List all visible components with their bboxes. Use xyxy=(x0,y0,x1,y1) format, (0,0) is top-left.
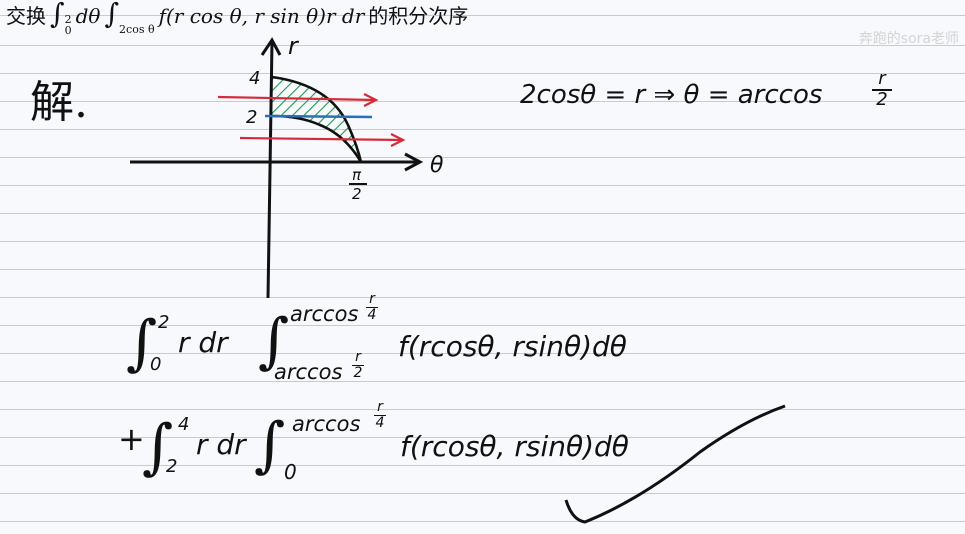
answer1-lower: 0 xyxy=(150,354,162,375)
red-arrow-lower xyxy=(239,136,403,142)
title-integral-sign-2: ∫ xyxy=(104,0,120,30)
answer2-inner-lower: 0 xyxy=(284,460,297,484)
answer2-inner-int: ∫ xyxy=(254,410,286,480)
watermark: 奔跑的sora老师 xyxy=(858,31,959,47)
answer1-upper-frac-num: r xyxy=(369,291,375,307)
answer1-inner-int: ∫ xyxy=(258,306,290,376)
relation-fraction: r 2 xyxy=(872,68,892,110)
title-prefix: 交换 xyxy=(6,4,46,28)
title-outer-diff: dθ xyxy=(75,4,101,28)
answer1-integrand: f(rcosθ, rsinθ)dθ xyxy=(398,330,627,363)
title-outer-lower: 0 xyxy=(64,24,72,37)
answer1-inner-upper-frac: r 4 xyxy=(366,292,378,322)
answer2-upper: 4 xyxy=(178,414,190,435)
title-outer-upper: 2 xyxy=(64,13,72,26)
answer2-plus: + xyxy=(118,420,145,458)
title-integrand: f(r cos θ, r sin θ)r dr xyxy=(158,4,365,28)
answer2-lower: 2 xyxy=(166,456,178,477)
answer1-upper-frac-bar xyxy=(366,306,378,308)
r-axis-arrow xyxy=(260,37,282,56)
red-arrow-upper-head xyxy=(363,93,379,107)
answer2-integrand: f(rcosθ, rsinθ)dθ xyxy=(400,430,629,463)
answer1-upper: 2 xyxy=(158,312,170,333)
outer-boundary-curve xyxy=(271,75,363,163)
answer2-outer-int: ∫ xyxy=(142,412,174,482)
title-inner-lower: 2cos θ xyxy=(119,23,155,36)
solution-label: 解. xyxy=(30,77,88,128)
answer1-inner-upper: arccos xyxy=(290,302,359,326)
answer1-lower-frac-num: r xyxy=(355,349,361,365)
relation-text: 2cosθ = r ⇒ θ = arccos xyxy=(520,80,823,110)
answer2-upper-frac-den: 4 xyxy=(375,414,385,431)
answer1-outer-int: ∫ xyxy=(126,308,158,378)
answer2-upper-frac-bar xyxy=(374,414,386,416)
r-axis xyxy=(266,41,274,299)
answer1-lower-frac-bar xyxy=(352,364,364,366)
blue-line-r2 xyxy=(264,114,373,119)
red-arrow-upper xyxy=(217,95,376,102)
red-arrow-lower-head xyxy=(390,133,406,147)
answer1-rdr: r dr xyxy=(178,326,228,359)
relation-frac-bar xyxy=(872,88,892,91)
answer1-inner-lower-frac: r 2 xyxy=(352,350,364,380)
answer1-lower-frac-den: 2 xyxy=(353,364,363,381)
relation-frac-den: 2 xyxy=(876,88,888,110)
tick-label-4: 4 xyxy=(249,68,260,89)
tick-label-2: 2 xyxy=(246,107,257,128)
answer2-inner-upper-frac: r 4 xyxy=(374,400,386,430)
answer2-inner-upper: arccos xyxy=(292,412,361,436)
theta-axis-arrow xyxy=(404,152,424,172)
answer1-upper-frac-den: 4 xyxy=(367,306,377,323)
title-integral-sign: ∫ xyxy=(50,0,65,30)
answer1-inner-lower: arccos xyxy=(274,360,343,384)
title-suffix: 的积分次序 xyxy=(368,4,469,28)
pi-label-den: 2 xyxy=(352,185,362,203)
problem-title: 交换 ∫ 2 0 dθ ∫ 2cos θ f(r cos θ, r sin θ)… xyxy=(6,0,468,36)
pi-label-num: π xyxy=(352,166,362,184)
answer2-rdr: r dr xyxy=(196,428,246,461)
theta-axis-label: θ xyxy=(430,153,444,178)
relation-frac-num: r xyxy=(878,68,886,89)
answer2-upper-frac-num: r xyxy=(377,399,383,415)
r-axis-label: r xyxy=(288,32,300,60)
